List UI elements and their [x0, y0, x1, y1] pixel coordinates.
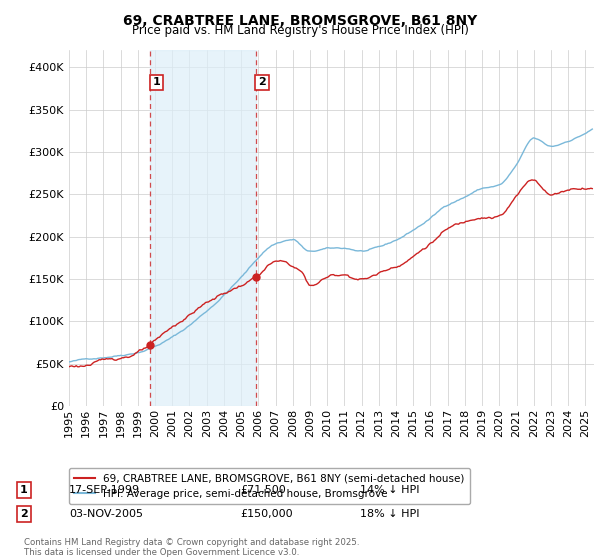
Bar [150, 50, 256, 406]
Text: 2: 2 [258, 77, 266, 87]
Text: 03-NOV-2005: 03-NOV-2005 [69, 509, 143, 519]
Legend: 69, CRABTREE LANE, BROMSGROVE, B61 8NY (semi-detached house), HPI: Average price: 69, CRABTREE LANE, BROMSGROVE, B61 8NY (… [69, 468, 470, 504]
Text: 18% ↓ HPI: 18% ↓ HPI [360, 509, 419, 519]
Text: 17-SEP-1999: 17-SEP-1999 [69, 485, 140, 495]
Text: £150,000: £150,000 [240, 509, 293, 519]
Text: 2: 2 [20, 509, 28, 519]
Text: 1: 1 [20, 485, 28, 495]
Text: 69, CRABTREE LANE, BROMSGROVE, B61 8NY: 69, CRABTREE LANE, BROMSGROVE, B61 8NY [123, 14, 477, 28]
Text: Contains HM Land Registry data © Crown copyright and database right 2025.
This d: Contains HM Land Registry data © Crown c… [24, 538, 359, 557]
Text: £71,500: £71,500 [240, 485, 286, 495]
Text: 14% ↓ HPI: 14% ↓ HPI [360, 485, 419, 495]
Text: 1: 1 [152, 77, 160, 87]
Text: Price paid vs. HM Land Registry's House Price Index (HPI): Price paid vs. HM Land Registry's House … [131, 24, 469, 36]
